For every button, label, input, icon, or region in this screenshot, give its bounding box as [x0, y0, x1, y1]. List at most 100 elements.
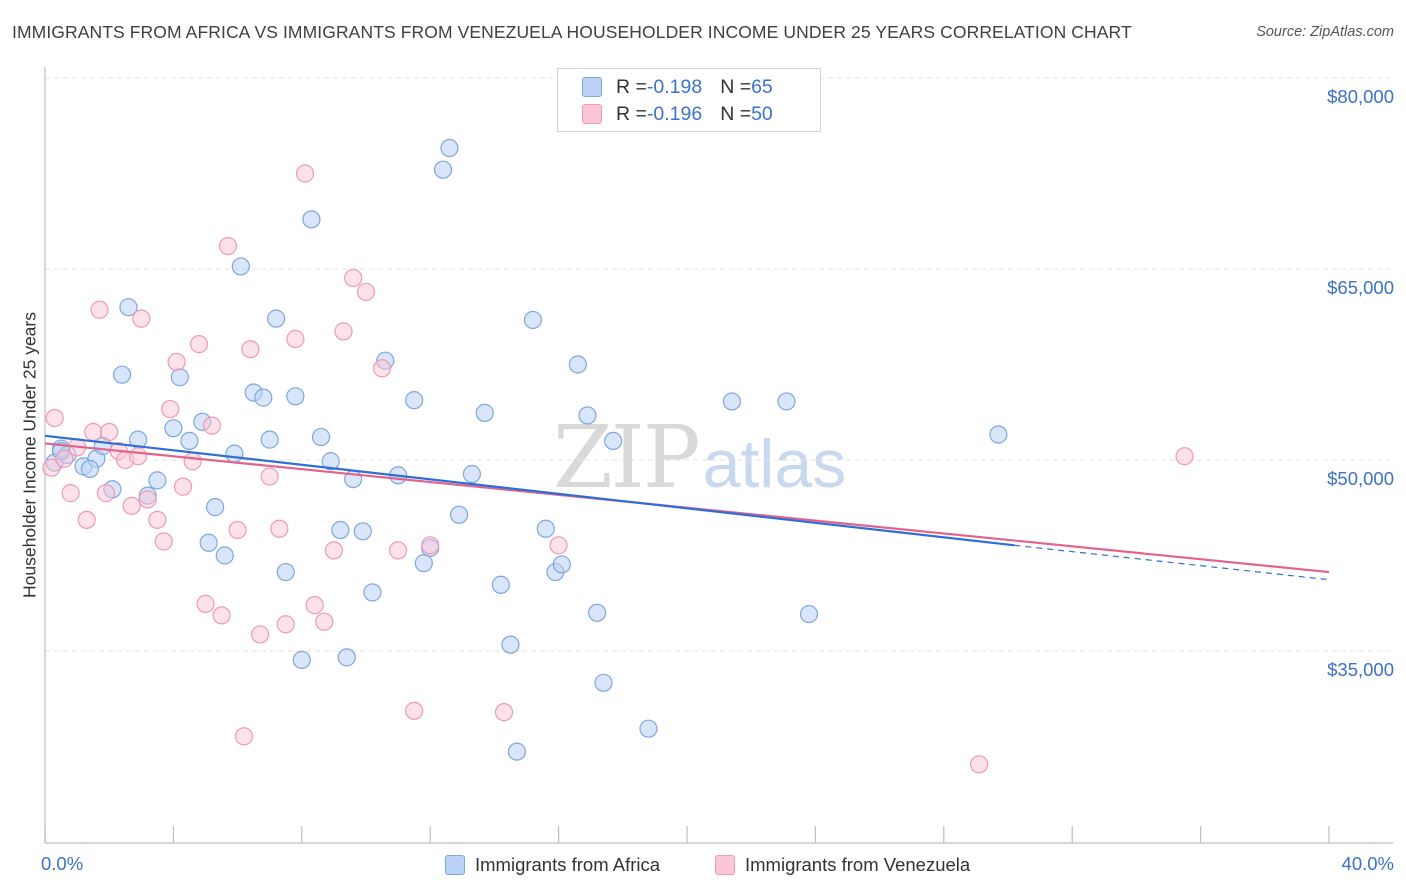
legend-swatch-venezuela [582, 104, 602, 124]
y-tick-label: $80,000 [1327, 86, 1394, 107]
data-point-africa [180, 431, 199, 450]
data-point-venezuela [324, 541, 343, 560]
data-point-venezuela [334, 322, 353, 341]
data-point-venezuela [77, 510, 96, 529]
watermark-atlas: atlas [702, 426, 847, 502]
data-point-venezuela [276, 615, 295, 634]
data-point-venezuela [96, 484, 116, 503]
data-point-africa [433, 160, 453, 179]
data-point-venezuela [128, 447, 148, 466]
data-point-venezuela [90, 300, 109, 319]
data-point-africa [475, 403, 494, 422]
data-point-venezuela [270, 519, 289, 538]
data-point-africa [568, 355, 587, 374]
data-point-africa [311, 427, 331, 447]
data-point-venezuela [234, 727, 254, 746]
data-point-venezuela [305, 596, 324, 615]
data-point-africa [267, 309, 286, 328]
data-point-africa [206, 498, 225, 517]
r-value: -0.198 [646, 75, 703, 98]
data-point-africa [112, 365, 132, 384]
y-axis-label: Householder Income Under 25 years [19, 312, 40, 598]
watermark: ZIPatlas [553, 408, 846, 508]
data-point-venezuela [405, 701, 424, 720]
data-point-africa [501, 635, 520, 654]
data-point-africa [462, 464, 482, 484]
data-point-africa [276, 562, 295, 582]
data-point-africa [363, 583, 382, 602]
data-point-africa [405, 391, 424, 410]
bottom-legend-label: Immigrants from Africa [475, 854, 661, 875]
data-point-venezuela [389, 541, 408, 560]
chart-title: IMMIGRANTS FROM AFRICA VS IMMIGRANTS FRO… [12, 22, 1132, 42]
data-point-africa [536, 519, 555, 538]
x-tick-label-max: 40.0% [1341, 853, 1394, 874]
data-point-africa [231, 257, 250, 276]
data-point-venezuela [196, 594, 215, 613]
data-point-venezuela [250, 625, 270, 644]
correlation-legend: R = -0.198 N = 65 R = -0.196 N = 50 [557, 68, 821, 132]
data-point-venezuela [421, 536, 440, 555]
y-tick-label: $50,000 [1327, 468, 1394, 489]
data-point-venezuela [372, 359, 392, 378]
data-point-africa [594, 673, 613, 692]
data-point-africa [260, 430, 279, 449]
bottom-swatch-africa [445, 855, 465, 875]
data-point-venezuela [970, 755, 989, 774]
data-point-venezuela [167, 352, 186, 372]
data-point-africa [337, 648, 356, 667]
data-point-venezuela [138, 490, 157, 509]
data-point-africa [777, 392, 796, 411]
legend-swatch-africa [582, 77, 602, 97]
n-label: N = [720, 75, 752, 98]
trend-line-africa-extension [1014, 544, 1330, 581]
data-point-africa [604, 431, 623, 450]
data-point-africa [164, 419, 183, 438]
source-label: Source: ZipAtlas.com [1256, 24, 1394, 40]
legend-row-venezuela: R = -0.196 N = 50 [582, 102, 773, 126]
data-point-africa [292, 650, 311, 670]
data-point-venezuela [154, 532, 173, 551]
data-point-venezuela [55, 449, 74, 468]
watermark-zip: ZIP [553, 408, 701, 508]
data-point-venezuela [549, 536, 568, 555]
data-point-venezuela [494, 703, 514, 722]
data-point-africa [199, 533, 218, 552]
bottom-legend-africa: Immigrants from Africa [445, 852, 660, 878]
data-point-venezuela [100, 422, 119, 442]
data-point-venezuela [260, 467, 279, 486]
data-point-africa [414, 554, 433, 573]
data-point-venezuela [122, 496, 141, 515]
data-point-africa [215, 546, 234, 565]
n-value: 50 [751, 102, 773, 125]
n-label: N = [720, 102, 752, 125]
data-point-venezuela [218, 236, 238, 256]
n-value: 65 [751, 75, 773, 98]
data-point-venezuela [212, 606, 231, 625]
data-point-africa [989, 425, 1008, 444]
data-point-africa [523, 310, 543, 330]
data-point-africa [507, 742, 526, 761]
data-point-africa [353, 522, 372, 541]
data-point-africa [722, 392, 742, 411]
data-point-venezuela [61, 484, 80, 503]
r-value: -0.196 [646, 102, 703, 125]
data-point-venezuela [315, 612, 334, 631]
y-tick-label: $65,000 [1327, 277, 1394, 298]
data-point-venezuela [148, 510, 167, 529]
data-point-venezuela [344, 268, 363, 288]
data-point-africa [321, 452, 340, 471]
data-point-venezuela [183, 452, 202, 471]
bottom-legend-venezuela: Immigrants from Venezuela [715, 852, 970, 878]
data-point-africa [170, 368, 189, 387]
series-venezuela-points [42, 164, 1194, 774]
data-point-venezuela [132, 309, 151, 328]
data-point-africa [639, 719, 658, 738]
data-point-africa [799, 604, 819, 624]
bottom-legend-label: Immigrants from Venezuela [745, 854, 971, 875]
data-point-africa [286, 387, 305, 406]
data-point-africa [225, 444, 244, 463]
data-point-venezuela [286, 329, 305, 349]
data-point-africa [302, 210, 321, 229]
